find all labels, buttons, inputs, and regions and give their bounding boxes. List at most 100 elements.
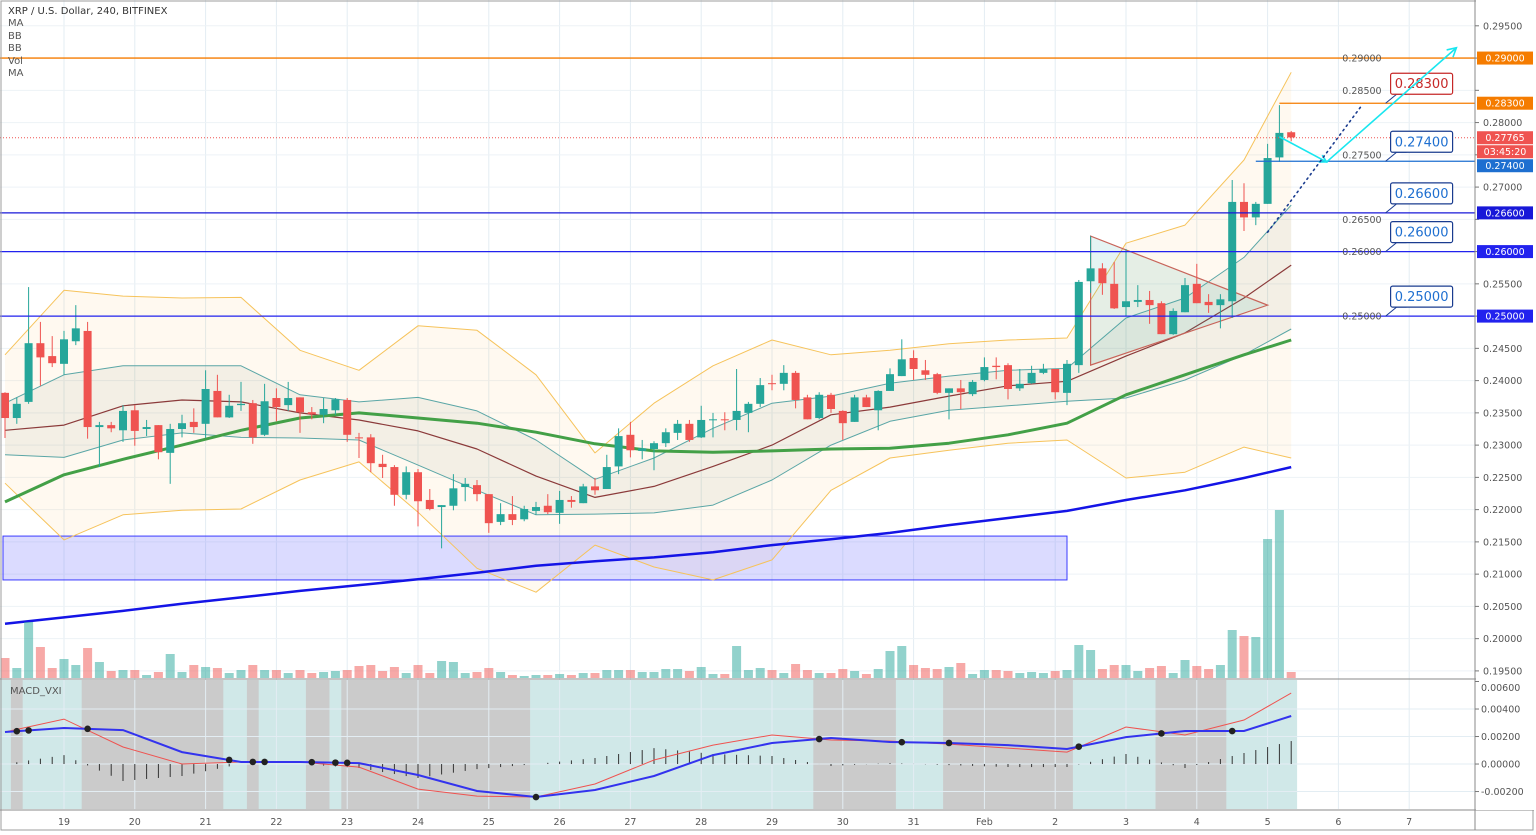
candle[interactable] bbox=[484, 494, 493, 533]
candle[interactable] bbox=[378, 454, 387, 479]
support-zone-rectangle[interactable] bbox=[2, 535, 1068, 581]
candle[interactable] bbox=[897, 339, 906, 377]
candle[interactable] bbox=[921, 359, 930, 380]
candle[interactable] bbox=[1122, 249, 1130, 317]
candle[interactable] bbox=[992, 357, 1001, 380]
candle[interactable] bbox=[12, 397, 21, 424]
candle[interactable] bbox=[579, 483, 588, 504]
candle[interactable] bbox=[449, 474, 458, 511]
candle[interactable] bbox=[838, 410, 847, 440]
candle[interactable] bbox=[508, 496, 517, 526]
candle[interactable] bbox=[166, 423, 175, 484]
callout-box[interactable] bbox=[1389, 220, 1454, 244]
candle[interactable] bbox=[827, 392, 835, 413]
dotted-trend-line[interactable] bbox=[1266, 104, 1363, 234]
time-axis[interactable]: 19 20 21 22 23 24 25 26 27 28 29 30 31 Feb 2 3 4 5 6 7 bbox=[58, 817, 1412, 828]
candle[interactable] bbox=[626, 421, 635, 458]
candle[interactable] bbox=[272, 388, 281, 422]
candle[interactable] bbox=[1240, 183, 1248, 231]
candle[interactable] bbox=[425, 488, 434, 511]
candle[interactable] bbox=[803, 394, 812, 420]
candle[interactable] bbox=[555, 490, 564, 524]
candle[interactable] bbox=[543, 494, 552, 515]
candle[interactable] bbox=[213, 374, 222, 418]
candle[interactable] bbox=[956, 379, 965, 409]
candle[interactable] bbox=[779, 365, 788, 391]
candle[interactable] bbox=[815, 392, 824, 420]
candle[interactable] bbox=[402, 466, 411, 500]
candle[interactable] bbox=[237, 381, 245, 411]
candle[interactable] bbox=[390, 465, 399, 506]
candle[interactable] bbox=[142, 419, 151, 437]
candle[interactable] bbox=[968, 379, 977, 397]
candle[interactable] bbox=[1110, 261, 1119, 310]
candle[interactable] bbox=[520, 505, 529, 522]
candle[interactable] bbox=[567, 496, 576, 508]
candle[interactable] bbox=[756, 378, 765, 408]
candle[interactable] bbox=[614, 428, 623, 475]
candle[interactable] bbox=[1039, 363, 1048, 375]
callout-box[interactable] bbox=[1389, 130, 1454, 153]
symbol-title[interactable]: XRP / U.S. Dollar, 240, BITFINEX bbox=[8, 6, 168, 17]
candle[interactable] bbox=[1157, 301, 1166, 335]
candle[interactable] bbox=[437, 505, 446, 549]
candle[interactable] bbox=[709, 412, 717, 438]
callout-box[interactable] bbox=[1389, 285, 1454, 308]
candle[interactable] bbox=[24, 287, 33, 404]
candle[interactable] bbox=[154, 425, 163, 460]
candle[interactable] bbox=[1051, 368, 1060, 400]
candle[interactable] bbox=[1216, 294, 1225, 329]
macd-study-label[interactable]: MACD_VXI bbox=[10, 686, 62, 697]
candle[interactable] bbox=[60, 330, 68, 375]
candle[interactable] bbox=[319, 398, 328, 424]
candle[interactable] bbox=[107, 421, 116, 433]
candle[interactable] bbox=[1063, 359, 1071, 406]
triangle-pattern[interactable] bbox=[1089, 235, 1270, 366]
support-zone[interactable] bbox=[2, 535, 1068, 581]
horizontal-levels[interactable]: 0.28300 0.27400 0.26600 0.26000 0.25000 bbox=[0, 57, 1475, 317]
study-ma[interactable]: MA bbox=[8, 18, 24, 30]
callout-box[interactable] bbox=[1389, 72, 1454, 95]
candle[interactable] bbox=[1263, 143, 1272, 204]
candle[interactable] bbox=[225, 394, 234, 419]
candle[interactable] bbox=[850, 394, 859, 422]
candle[interactable] bbox=[661, 428, 670, 448]
candle[interactable] bbox=[732, 368, 741, 431]
candle[interactable] bbox=[697, 405, 706, 439]
candle[interactable] bbox=[201, 370, 210, 439]
candle[interactable] bbox=[744, 401, 753, 433]
candle[interactable] bbox=[296, 397, 304, 433]
candle[interactable] bbox=[1015, 368, 1024, 391]
study-ma-2[interactable]: MA bbox=[8, 68, 24, 80]
candle[interactable] bbox=[1074, 279, 1083, 373]
candle[interactable] bbox=[933, 372, 942, 395]
candle[interactable] bbox=[980, 357, 989, 382]
candle[interactable] bbox=[1287, 130, 1296, 142]
candle[interactable] bbox=[95, 421, 104, 468]
candle[interactable] bbox=[532, 501, 540, 515]
candle[interactable] bbox=[307, 407, 316, 420]
candle[interactable] bbox=[591, 478, 599, 495]
candle[interactable] bbox=[414, 468, 422, 527]
candle[interactable] bbox=[71, 305, 80, 346]
candle[interactable] bbox=[862, 394, 871, 408]
candle[interactable] bbox=[768, 374, 776, 391]
drawings[interactable] bbox=[1266, 46, 1458, 234]
candle[interactable] bbox=[189, 408, 198, 433]
candle[interactable] bbox=[461, 478, 470, 502]
candle[interactable] bbox=[791, 370, 800, 409]
candle[interactable] bbox=[83, 321, 92, 439]
candle[interactable] bbox=[1169, 308, 1178, 335]
candle[interactable] bbox=[119, 405, 127, 442]
candles[interactable] bbox=[1, 105, 1296, 549]
study-bb[interactable]: BB bbox=[8, 30, 22, 42]
candle[interactable] bbox=[638, 439, 647, 460]
candle[interactable] bbox=[248, 399, 257, 444]
candle[interactable] bbox=[1098, 263, 1107, 295]
candle[interactable] bbox=[673, 419, 682, 440]
price-axis[interactable]: 0.19500 0.20000 0.20500 0.21000 0.21500 0.220… bbox=[1342, 0, 1534, 810]
study-vol[interactable]: Vol bbox=[8, 55, 23, 67]
candle[interactable] bbox=[1204, 294, 1213, 313]
candle[interactable] bbox=[1181, 278, 1189, 313]
